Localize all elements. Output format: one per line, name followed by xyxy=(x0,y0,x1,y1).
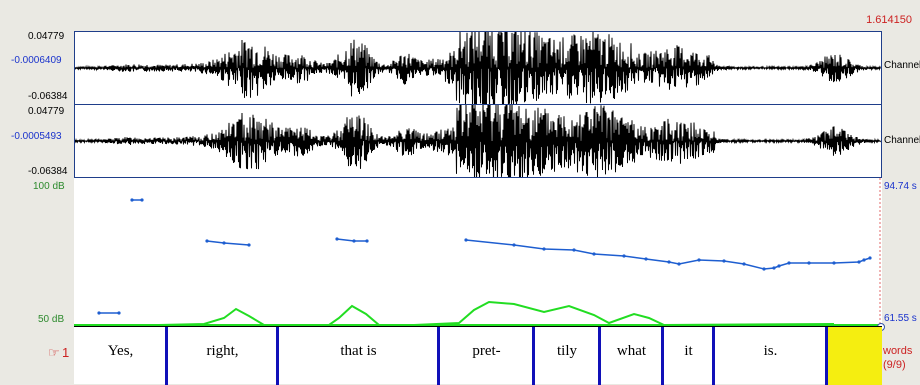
words-tier[interactable]: Yes, right, that is pret-tily what it is. xyxy=(74,326,882,385)
tier-boundary[interactable] xyxy=(661,327,664,385)
tier-interval-1[interactable]: right, xyxy=(206,343,239,359)
tier-boundary[interactable] xyxy=(598,327,601,385)
tier-interval-0[interactable]: Yes, xyxy=(107,343,134,359)
channel-2-waveform-panel[interactable] xyxy=(74,104,882,178)
ch1-min-label: -0.06384 xyxy=(28,91,68,102)
pitch-contour xyxy=(97,198,872,315)
tier-interval-5[interactable]: what xyxy=(616,343,647,359)
tier-interval-6[interactable]: it xyxy=(684,343,693,359)
pointing-hand-icon: ☞ xyxy=(48,345,60,360)
ch2-name-label: Channel xyxy=(884,135,920,146)
pitch-intensity-plot xyxy=(74,178,882,326)
channel-1-waveform-panel[interactable] xyxy=(74,31,882,105)
tier-interval-7[interactable]: is. xyxy=(763,343,778,359)
tier-name: words xyxy=(883,345,913,357)
ch1-name-label: Channel xyxy=(884,60,920,71)
tier-boundary[interactable] xyxy=(825,327,828,385)
tier-boundary[interactable] xyxy=(437,327,440,385)
tier-interval-3[interactable]: pret- xyxy=(472,343,501,359)
ch2-zero-label: -0.0005493 xyxy=(11,131,62,142)
tier-boundary[interactable] xyxy=(165,327,168,385)
tier-boundary[interactable] xyxy=(532,327,535,385)
channel-2-waveform xyxy=(75,105,881,177)
db-top-label: 100 dB xyxy=(33,181,65,192)
tier-number: 1 xyxy=(62,345,70,360)
ch2-max-label: 0.04779 xyxy=(28,106,65,117)
time-end-label: 1.614150 xyxy=(866,14,912,26)
analysis-panel[interactable] xyxy=(74,178,882,326)
tier-boundary[interactable] xyxy=(276,327,279,385)
intensity-curve xyxy=(74,300,835,326)
pitch-bottom-label: 61.55 s xyxy=(884,313,917,324)
pitch-top-label: 94.74 s xyxy=(884,181,917,192)
tier-count: (9/9) xyxy=(883,359,906,371)
selection-highlight xyxy=(827,327,882,385)
tier-boundary[interactable] xyxy=(712,327,715,385)
db-bottom-label: 50 dB xyxy=(38,314,65,325)
ch1-max-label: 0.04779 xyxy=(28,31,65,42)
tier-interval-2[interactable]: that is xyxy=(340,343,377,359)
ch1-zero-label: -0.0006409 xyxy=(11,55,62,66)
ch2-min-label: -0.06384 xyxy=(28,166,68,177)
tier-interval-4[interactable]: tily xyxy=(556,343,577,359)
channel-1-waveform xyxy=(75,32,881,104)
